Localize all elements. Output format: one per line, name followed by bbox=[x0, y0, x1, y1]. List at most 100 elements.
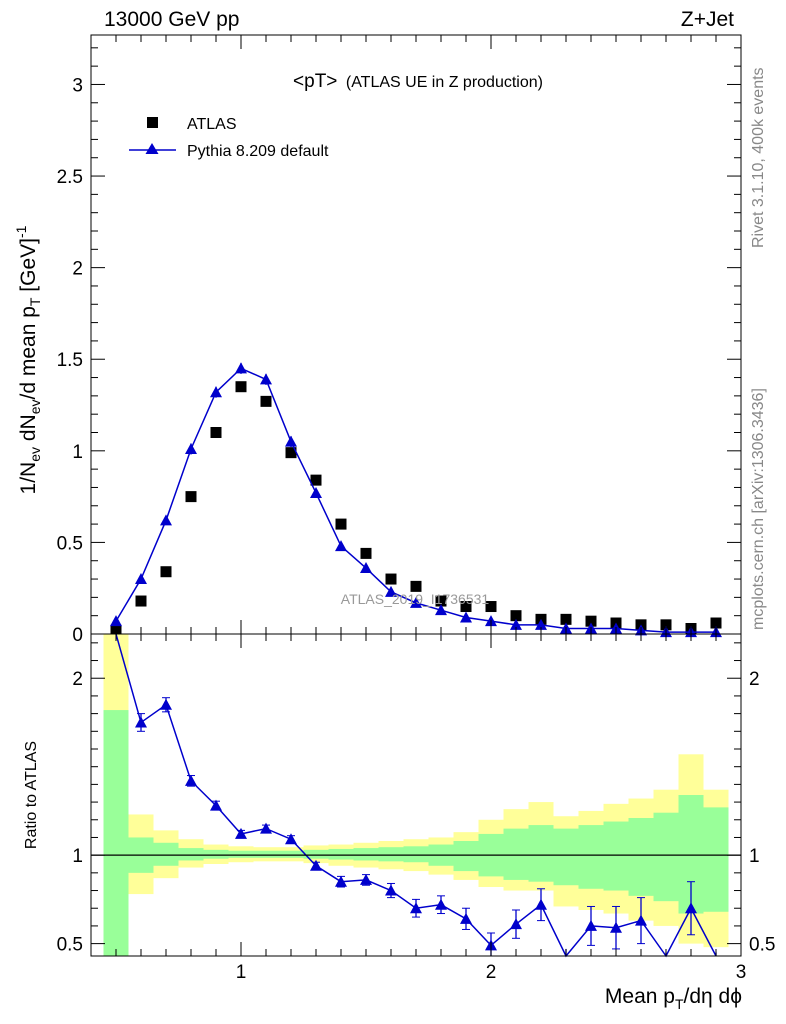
pythia-point bbox=[285, 435, 297, 447]
ratio-point bbox=[435, 898, 447, 910]
ratio-point bbox=[185, 774, 197, 786]
y-axis-label-main: 1/Nev dNev/d mean pT [GeV]-1 bbox=[13, 225, 43, 494]
stat-uncertainty-band bbox=[178, 848, 204, 861]
ratio-point bbox=[260, 822, 272, 834]
y-axis-label-ratio: Ratio to ATLAS bbox=[23, 741, 40, 849]
ratio-point bbox=[460, 912, 472, 924]
ratio-y-tick-label-left: 1 bbox=[72, 846, 83, 867]
stat-uncertainty-band bbox=[403, 846, 429, 863]
main-data bbox=[110, 362, 722, 638]
plot-title: <pT> (ATLAS UE in Z production) bbox=[293, 71, 543, 92]
stat-uncertainty-band bbox=[553, 828, 579, 886]
atlas-point bbox=[160, 566, 172, 578]
pythia-point bbox=[410, 596, 422, 608]
ratio-y-tick-label-left: 2 bbox=[72, 669, 83, 690]
atlas-point bbox=[235, 381, 247, 393]
stat-uncertainty-band bbox=[278, 850, 304, 858]
ratio-data bbox=[115, 633, 717, 958]
header-left: 13000 GeV pp bbox=[104, 8, 239, 31]
ratio-point bbox=[535, 898, 547, 910]
pythia-point bbox=[385, 585, 397, 597]
stat-uncertainty-band bbox=[503, 828, 529, 880]
ratio-point bbox=[410, 902, 422, 914]
pythia-point bbox=[260, 373, 272, 385]
y-tick-label: 1.5 bbox=[57, 350, 83, 371]
legend: ATLAS Pythia 8.209 default bbox=[129, 116, 329, 160]
ratio-point bbox=[610, 921, 622, 933]
ratio-point bbox=[335, 875, 347, 887]
y-tick-label: 0.5 bbox=[57, 533, 83, 554]
atlas-point bbox=[210, 427, 222, 439]
x-tick-label: 3 bbox=[736, 962, 747, 983]
analysis-watermark: ATLAS_2019_I1736531 bbox=[341, 591, 490, 607]
atlas-point bbox=[585, 615, 597, 627]
pythia-point bbox=[210, 386, 222, 398]
stat-uncertainty-band bbox=[228, 850, 254, 858]
ratio-bands bbox=[103, 634, 729, 956]
stat-uncertainty-band bbox=[303, 849, 329, 859]
source-label: mcplots.cern.ch [arXiv:1306.3436] bbox=[750, 388, 767, 630]
pythia-point bbox=[110, 615, 122, 627]
y-tick-label: 1 bbox=[72, 442, 83, 463]
stat-uncertainty-band bbox=[603, 821, 629, 891]
atlas-point bbox=[710, 617, 722, 629]
ratio-point bbox=[685, 902, 697, 914]
ratio-point bbox=[235, 827, 247, 839]
stat-uncertainty-band bbox=[203, 849, 229, 859]
pythia-point bbox=[435, 604, 447, 616]
atlas-point bbox=[260, 395, 272, 407]
ratio-point bbox=[585, 919, 597, 931]
pythia-point bbox=[460, 611, 472, 623]
legend-label-pythia: Pythia 8.209 default bbox=[187, 143, 329, 160]
stat-uncertainty-band bbox=[453, 841, 479, 872]
legend-label-atlas: ATLAS bbox=[187, 116, 237, 133]
atlas-point bbox=[310, 474, 322, 486]
pythia-point bbox=[335, 540, 347, 552]
atlas-point bbox=[660, 619, 672, 631]
x-axis-label: Mean pT/dη dϕ bbox=[605, 985, 742, 1012]
ratio-point bbox=[360, 873, 372, 885]
stat-uncertainty-band bbox=[103, 710, 129, 956]
y-tick-label: 2 bbox=[72, 259, 83, 280]
y-tick-label: 3 bbox=[72, 75, 83, 96]
pythia-point bbox=[310, 486, 322, 498]
x-tick-label: 1 bbox=[236, 962, 247, 983]
pythia-point bbox=[360, 562, 372, 574]
plot-title-main: <pT> bbox=[293, 71, 337, 92]
ratio-axes: 0.5 0.5 1 1 2 2 1 2 3 bbox=[57, 633, 775, 983]
pythia-point bbox=[535, 618, 547, 630]
stat-uncertainty-band bbox=[578, 825, 604, 889]
stat-uncertainty-band bbox=[628, 818, 654, 896]
header-right: Z+Jet bbox=[681, 8, 734, 31]
atlas-point bbox=[485, 601, 497, 613]
legend-marker-pythia bbox=[145, 143, 159, 154]
atlas-point bbox=[360, 547, 372, 559]
legend-marker-atlas bbox=[147, 117, 158, 128]
stat-uncertainty-band bbox=[528, 825, 554, 882]
rivet-label: Rivet 3.1.10, 400k events bbox=[750, 67, 767, 248]
pythia-point bbox=[135, 573, 147, 585]
ratio-point bbox=[635, 914, 647, 926]
stat-uncertainty-band bbox=[353, 848, 379, 861]
atlas-point bbox=[135, 595, 147, 607]
ratio-y-tick-label-right: 2 bbox=[749, 669, 760, 690]
atlas-point bbox=[510, 610, 522, 622]
ratio-point bbox=[285, 833, 297, 845]
stat-uncertainty-band bbox=[328, 848, 354, 860]
ratio-point bbox=[160, 698, 172, 710]
ratio-y-tick-label-right: 1 bbox=[749, 846, 760, 867]
ratio-point bbox=[310, 859, 322, 871]
pythia-point bbox=[510, 618, 522, 630]
atlas-point bbox=[560, 613, 572, 625]
atlas-point bbox=[285, 447, 297, 459]
main-axes: 0 0.5 1 1.5 2 2.5 3 bbox=[57, 34, 742, 646]
atlas-point bbox=[435, 595, 447, 607]
x-tick-label: 2 bbox=[486, 962, 497, 983]
ratio-point bbox=[135, 716, 147, 728]
atlas-point bbox=[410, 580, 422, 592]
pythia-point bbox=[160, 514, 172, 526]
atlas-point bbox=[385, 573, 397, 585]
atlas-point bbox=[185, 491, 197, 503]
ratio-y-tick-label-left: 0.5 bbox=[57, 935, 83, 956]
y-tick-label: 2.5 bbox=[57, 167, 83, 188]
